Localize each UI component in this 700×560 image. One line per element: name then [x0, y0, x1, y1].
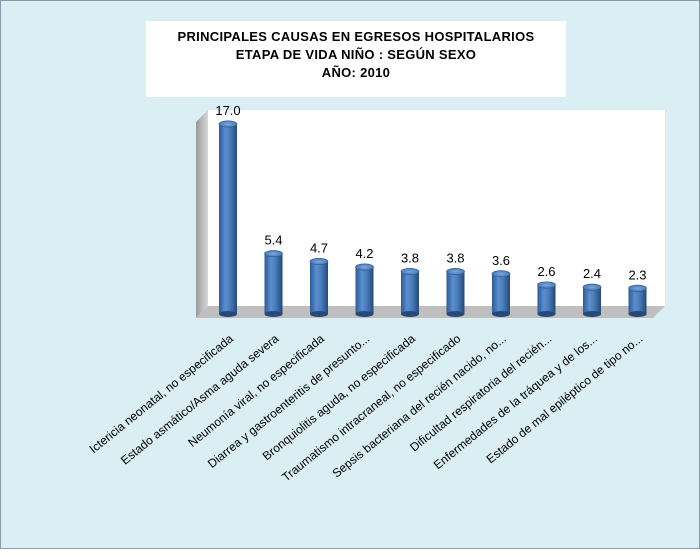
value-label: 4.7 — [310, 240, 328, 255]
bar — [218, 120, 238, 317]
chart-title-line-1: PRINCIPALES CAUSAS EN EGRESOS HOSPITALAR… — [177, 29, 535, 44]
chart-title: PRINCIPALES CAUSAS EN EGRESOS HOSPITALAR… — [146, 21, 566, 97]
chart-title-line-2: ETAPA DE VIDA NIÑO : SEGÚN SEXO — [235, 47, 477, 62]
bar — [355, 263, 374, 317]
bars-group — [218, 120, 647, 317]
chart-title-line-3: AÑO: 2010 — [321, 65, 391, 80]
back-wall — [208, 110, 665, 306]
value-label: 3.8 — [446, 251, 464, 266]
value-label: 5.4 — [264, 233, 282, 248]
bar — [582, 283, 602, 317]
value-label: 3.8 — [401, 251, 419, 266]
side-wall — [196, 110, 208, 318]
value-label: 17.0 — [215, 103, 240, 118]
value-label: 2.3 — [628, 267, 646, 282]
category-label: Diarrea y gastroenteritis de presunto... — [205, 331, 372, 470]
value-label: 4.2 — [355, 246, 373, 261]
bar — [491, 270, 511, 317]
bar — [537, 281, 556, 317]
bar — [264, 250, 283, 317]
value-label: 2.6 — [537, 264, 555, 279]
value-label: 3.6 — [492, 253, 510, 268]
value-label: 2.4 — [583, 266, 601, 281]
bar — [628, 284, 647, 317]
bar — [446, 268, 465, 317]
value-labels-group: 17.0 5.4 4.7 4.2 3.8 3.8 3.6 2.6 2.4 2.3 — [215, 103, 646, 282]
bar — [309, 257, 329, 317]
category-label: Enfermedades de la tráquea y de los... — [431, 331, 600, 472]
bar — [400, 268, 420, 317]
category-labels-group: Ictericia neonatal, no especificadaEstad… — [87, 331, 646, 484]
